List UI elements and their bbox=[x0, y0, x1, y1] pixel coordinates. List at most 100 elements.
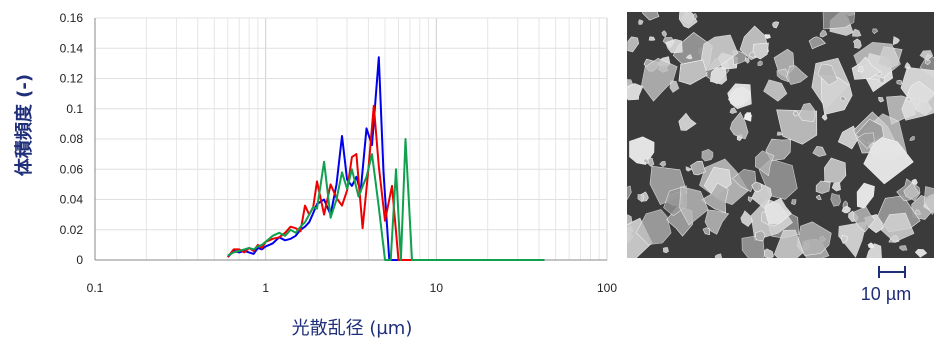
x-tick-label: 100 bbox=[597, 281, 617, 295]
particle-shape bbox=[830, 193, 841, 207]
particle-texture bbox=[627, 12, 934, 258]
particle-shape bbox=[841, 205, 851, 214]
particle-shape bbox=[872, 28, 879, 35]
y-tick-label: 0.1 bbox=[66, 102, 83, 116]
particle-shape bbox=[729, 111, 749, 140]
particle-shape bbox=[878, 76, 886, 84]
particle-shape bbox=[638, 19, 644, 25]
particle-shape bbox=[812, 145, 827, 157]
particle-shape bbox=[751, 181, 763, 192]
particle-shape bbox=[700, 182, 729, 214]
particle-shape bbox=[629, 136, 655, 165]
particle-shape bbox=[744, 57, 750, 64]
particle-shape bbox=[732, 168, 757, 193]
particle-shape bbox=[903, 181, 921, 202]
particle-shape bbox=[857, 65, 864, 73]
particle-shape bbox=[643, 158, 650, 164]
particle-shape bbox=[899, 245, 908, 251]
particle-shape bbox=[678, 59, 708, 85]
series-line-1 bbox=[227, 56, 545, 261]
particle-shape bbox=[851, 56, 882, 80]
particle-shape bbox=[701, 148, 714, 162]
particle-shape bbox=[727, 83, 752, 110]
particle-shape bbox=[878, 96, 884, 103]
scale-bar-line bbox=[878, 266, 906, 278]
particle-shape bbox=[798, 102, 816, 123]
particle-shape bbox=[822, 12, 856, 30]
particle-shape bbox=[815, 194, 822, 201]
particle-shape bbox=[824, 157, 847, 183]
particle-shape bbox=[637, 194, 645, 203]
y-tick-labels: 0 0.02 0.04 0.06 0.08 0.1 0.12 0.14 0.16 bbox=[60, 11, 84, 267]
particle-shape bbox=[840, 95, 847, 102]
y-tick-label: 0.14 bbox=[60, 41, 84, 55]
particle-shape bbox=[748, 51, 757, 58]
particle-shape bbox=[661, 30, 667, 38]
x-tick-label: 0.1 bbox=[87, 281, 104, 295]
volume-frequency-chart: 0 0.02 0.04 0.06 0.08 0.1 0.12 0.14 0.16 0.1 1 10 1… bbox=[13, 11, 618, 338]
series-lines bbox=[227, 56, 545, 261]
particle-shape bbox=[867, 242, 875, 249]
particle-shape bbox=[627, 214, 633, 225]
particle-shape bbox=[747, 196, 753, 203]
y-tick-label: 0.16 bbox=[60, 11, 84, 25]
x-tick-label: 1 bbox=[262, 281, 269, 295]
particle-shape bbox=[764, 197, 792, 224]
particle-shape bbox=[698, 34, 739, 74]
particle-shape bbox=[831, 182, 841, 192]
particle-shape bbox=[743, 112, 752, 122]
scale-bar: 10 µm bbox=[836, 262, 936, 312]
particle-shape bbox=[642, 12, 660, 21]
series-line-3 bbox=[227, 138, 545, 261]
particle-shape bbox=[627, 79, 634, 89]
particle-shape bbox=[852, 206, 876, 233]
x-tick-labels: 0.1 1 10 100 bbox=[87, 281, 618, 295]
particle-shape bbox=[866, 243, 882, 258]
particle-shape bbox=[757, 60, 763, 67]
particle-shape bbox=[919, 50, 934, 61]
particle-shape bbox=[763, 79, 788, 102]
particle-shape bbox=[662, 247, 669, 254]
x-axis-label: 光散乱径 (µm) bbox=[292, 318, 413, 338]
y-tick-label: 0.06 bbox=[60, 162, 84, 176]
particle-shape bbox=[841, 234, 848, 244]
particle-shape bbox=[702, 227, 711, 236]
particle-shape bbox=[786, 65, 808, 85]
particle-shape bbox=[792, 111, 800, 117]
particle-shape bbox=[856, 132, 875, 149]
particle-shape bbox=[763, 248, 774, 258]
y-axis-label: 体積頻度 (-) bbox=[13, 74, 35, 176]
particle-shape bbox=[740, 210, 754, 228]
particle-shape bbox=[924, 59, 931, 66]
particle-shape bbox=[852, 28, 862, 37]
particle-shape bbox=[772, 21, 780, 29]
y-tick-label: 0.12 bbox=[60, 72, 84, 86]
particle-shape bbox=[815, 180, 831, 194]
particle-shape bbox=[896, 79, 903, 85]
particle-shape bbox=[901, 80, 934, 121]
particle-shape bbox=[773, 229, 804, 258]
particle-shape bbox=[863, 135, 914, 185]
particle-shape bbox=[665, 38, 683, 54]
chart-grid bbox=[94, 17, 608, 261]
particle-shape bbox=[627, 83, 644, 101]
x-tick-label: 10 bbox=[430, 281, 444, 295]
particle-shape bbox=[755, 230, 766, 242]
y-tick-label: 0.08 bbox=[60, 132, 84, 146]
particle-shape bbox=[678, 12, 698, 29]
particle-shape bbox=[914, 248, 928, 258]
particle-shape bbox=[904, 61, 911, 69]
particle-shape bbox=[659, 160, 667, 168]
particle-shape bbox=[776, 131, 783, 136]
particle-shape bbox=[692, 12, 698, 20]
particle-shape bbox=[714, 253, 723, 258]
particle-shape bbox=[819, 29, 828, 38]
particle-shape bbox=[817, 63, 838, 86]
particle-shape bbox=[856, 182, 875, 209]
y-tick-label: 0.02 bbox=[60, 223, 84, 237]
particle-shape bbox=[690, 160, 706, 176]
particle-shape bbox=[627, 36, 640, 53]
particle-shape bbox=[808, 36, 826, 50]
y-tick-label: 0.04 bbox=[60, 193, 84, 207]
y-tick-label: 0 bbox=[76, 253, 83, 267]
